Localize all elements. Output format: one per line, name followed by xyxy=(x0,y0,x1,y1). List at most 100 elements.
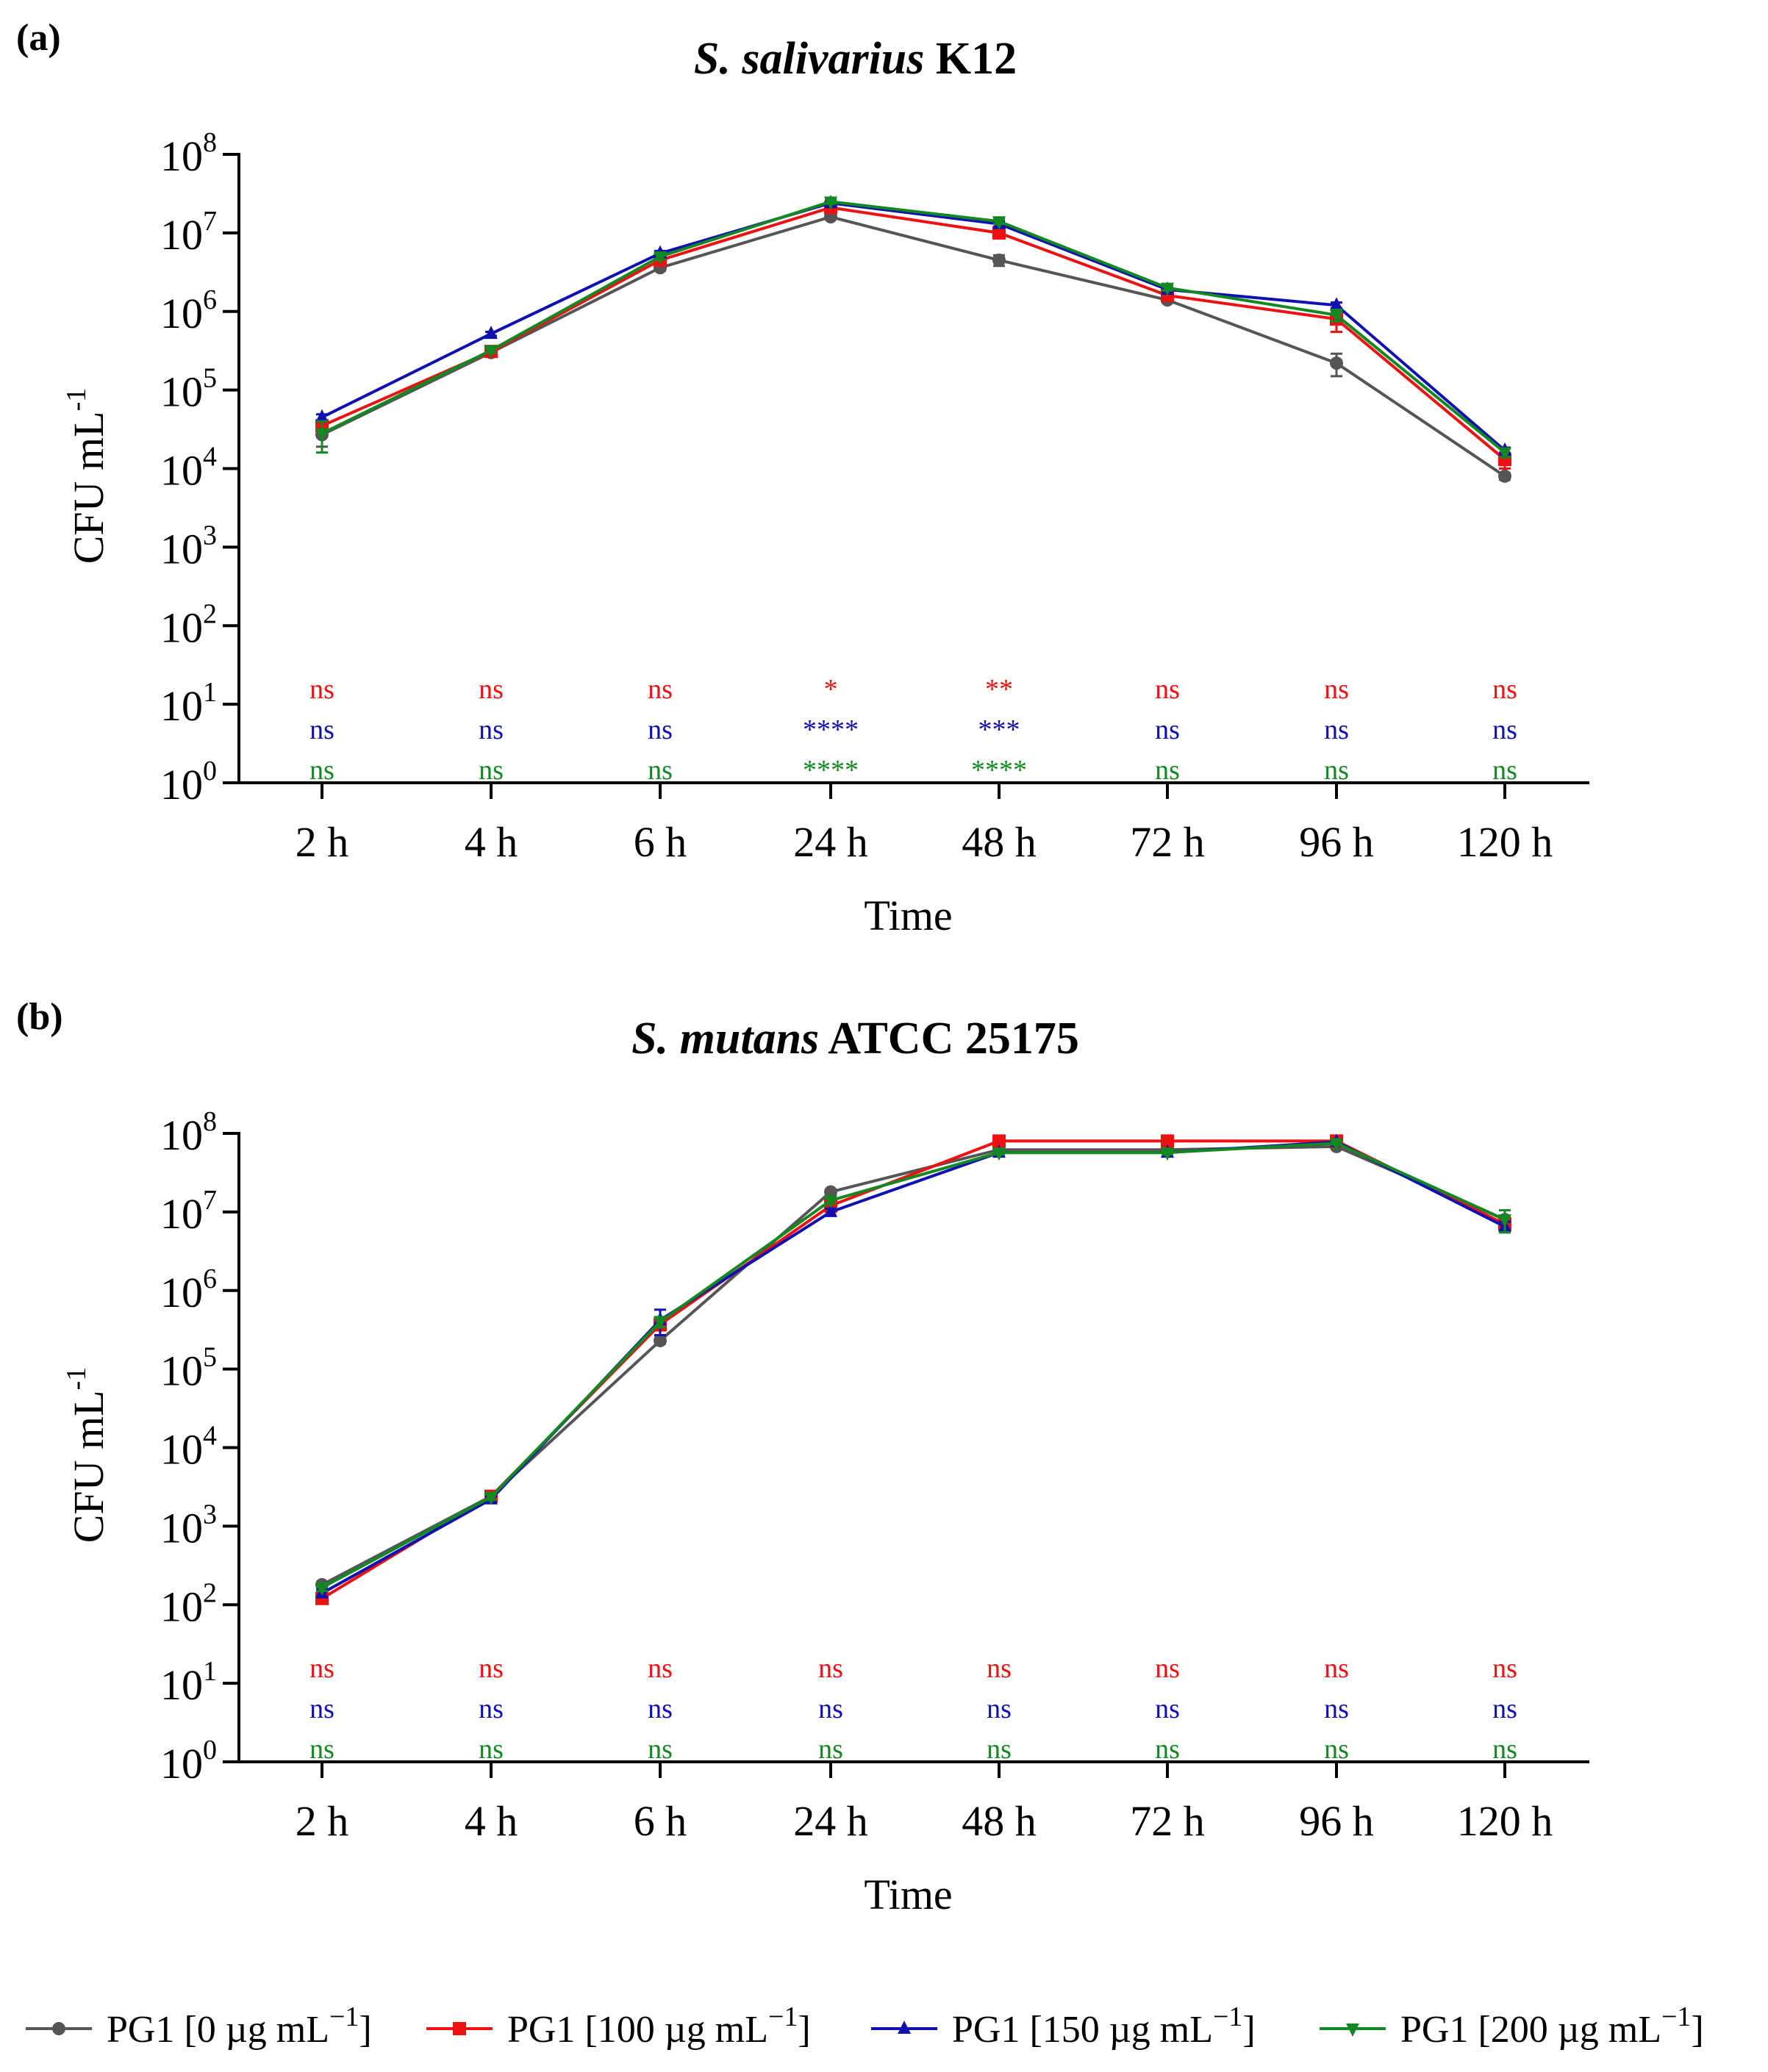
x-tick-label: 24 h xyxy=(793,1797,868,1845)
data-point xyxy=(824,1185,837,1199)
significance-label: **** xyxy=(971,755,1027,786)
significance-label: ns xyxy=(479,714,504,745)
significance-label: ns xyxy=(1324,674,1349,705)
significance-label: ns xyxy=(1324,1734,1349,1765)
significance-label: ns xyxy=(309,755,334,786)
x-tick-label: 96 h xyxy=(1299,818,1374,866)
series-line xyxy=(321,200,1506,454)
significance-label: * xyxy=(824,674,838,705)
significance-label: *** xyxy=(978,714,1020,745)
data-point xyxy=(824,196,837,210)
y-tick-label: 102 xyxy=(160,598,217,651)
significance-label: ns xyxy=(818,1693,843,1724)
series-triangle-down xyxy=(315,196,1511,461)
x-tick-label: 6 h xyxy=(634,1797,687,1845)
significance-label: ns xyxy=(309,1653,334,1684)
y-tick-label: 106 xyxy=(160,1263,217,1316)
significance-label: ns xyxy=(987,1653,1012,1684)
y-tick-label: 105 xyxy=(160,363,217,416)
x-tick-label: 4 h xyxy=(465,818,518,866)
panel-label: (b) xyxy=(16,996,63,1038)
significance-label: ns xyxy=(1492,714,1517,745)
data-point xyxy=(992,253,1006,267)
significance-label: ns xyxy=(648,674,673,705)
significance-label: ns xyxy=(1155,1653,1180,1684)
data-point xyxy=(484,345,498,359)
y-tick-label: 104 xyxy=(160,1421,217,1474)
significance-label: ns xyxy=(1324,714,1349,745)
data-point xyxy=(484,326,498,340)
x-tick-label: 120 h xyxy=(1457,818,1553,866)
chart-title-species: S. mutans xyxy=(631,1014,819,1064)
significance-label: ns xyxy=(1324,755,1349,786)
chart-title: S. salivarius K12 xyxy=(694,34,1017,84)
data-point xyxy=(1330,356,1343,370)
data-point xyxy=(654,1333,667,1347)
x-tick-label: 72 h xyxy=(1130,818,1205,866)
significance-label: ns xyxy=(987,1693,1012,1724)
data-point xyxy=(1330,1138,1343,1152)
legend-marker xyxy=(898,2021,911,2034)
data-point xyxy=(1330,297,1343,311)
data-point xyxy=(1161,1134,1174,1148)
significance-label: ns xyxy=(648,1734,673,1765)
legend-label: PG1 [0 µg mL−1] xyxy=(107,2001,372,2051)
significance-label: ns xyxy=(479,674,504,705)
x-tick-label: 72 h xyxy=(1130,1797,1205,1845)
y-tick-label: 108 xyxy=(160,127,217,180)
significance-label: ns xyxy=(309,674,334,705)
series-circle xyxy=(315,1139,1511,1591)
significance-label: ns xyxy=(1155,674,1180,705)
data-point xyxy=(315,1582,329,1596)
significance-label: ns xyxy=(648,1693,673,1724)
significance-label: ns xyxy=(479,1734,504,1765)
legend-item: PG1 [200 µg mL−1] xyxy=(1320,2001,1704,2051)
significance-label: ns xyxy=(1155,714,1180,745)
y-axis-label: CFU mL-1 xyxy=(61,388,112,564)
x-axis-label: Time xyxy=(864,892,952,939)
significance-label: ns xyxy=(1492,1653,1517,1684)
legend-item: PG1 [0 µg mL−1] xyxy=(26,2001,372,2051)
series-line xyxy=(321,1144,1506,1586)
significance-label: ** xyxy=(985,674,1013,705)
significance-label: ns xyxy=(1155,1693,1180,1724)
y-tick-label: 100 xyxy=(160,756,217,809)
significance-label: ns xyxy=(309,1693,334,1724)
significance-label: ns xyxy=(309,1734,334,1765)
significance-label: ns xyxy=(1492,1693,1517,1724)
y-tick-label: 107 xyxy=(160,206,217,259)
significance-label: ns xyxy=(987,1734,1012,1765)
data-point xyxy=(315,409,329,423)
significance-label: ns xyxy=(648,1653,673,1684)
significance-label: **** xyxy=(803,714,859,745)
axes: 100 101 102 103 104 105 106 107 108 2 h 4 h 6 h 24 h… xyxy=(61,127,1589,939)
y-tick-label: 102 xyxy=(160,1577,217,1630)
data-point xyxy=(824,1203,837,1217)
chart-title: S. mutans ATCC 25175 xyxy=(631,1014,1079,1064)
significance-label: ns xyxy=(648,755,673,786)
panel-a: (a) S. salivarius K1210010110210310410510… xyxy=(16,17,1589,939)
x-tick-label: 96 h xyxy=(1299,1797,1374,1845)
chart-title-species: S. salivarius xyxy=(694,34,925,84)
y-tick-label: 103 xyxy=(160,520,217,573)
legend: PG1 [0 µg mL−1] PG1 [100 µg mL−1] PG1 [150… xyxy=(26,2001,1704,2051)
x-tick-label: 120 h xyxy=(1457,1797,1553,1845)
significance-label: ns xyxy=(818,1734,843,1765)
significance-label: ns xyxy=(479,755,504,786)
legend-label: PG1 [150 µg mL−1] xyxy=(952,2001,1256,2051)
x-tick-label: 4 h xyxy=(465,1797,518,1845)
series-triangle-up xyxy=(315,1133,1511,1599)
y-tick-label: 100 xyxy=(160,1735,217,1788)
x-tick-label: 2 h xyxy=(296,818,349,866)
y-tick-label: 105 xyxy=(160,1342,217,1395)
significance-label: ns xyxy=(1155,1734,1180,1765)
x-tick-label: 6 h xyxy=(634,818,687,866)
legend-marker xyxy=(52,2022,65,2035)
y-tick-label: 104 xyxy=(160,442,217,495)
data-point xyxy=(1498,1214,1511,1228)
significance-label: ns xyxy=(818,1653,843,1684)
y-tick-label: 108 xyxy=(160,1106,217,1159)
significance-label: **** xyxy=(803,755,859,786)
